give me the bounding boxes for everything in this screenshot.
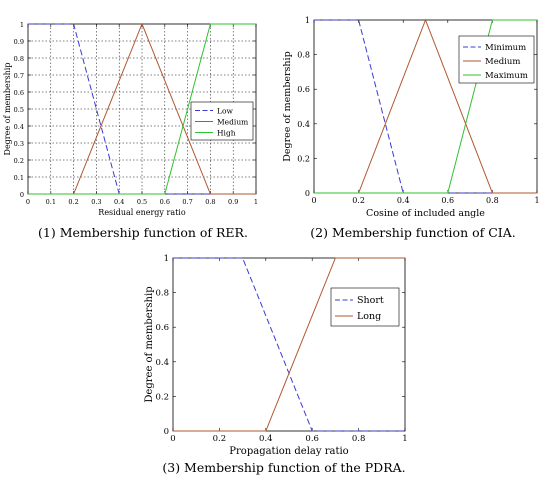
x-tick-label: 1: [254, 198, 258, 206]
legend-label-medium: Medium: [217, 118, 248, 127]
x-tick-label: 0.2: [352, 196, 365, 205]
chart-pdra: 0 0.2 0.4 0.6 0.8 1 0 0.2 0.4 0.6 0.8 1 Propagation …: [144, 254, 408, 457]
y-axis-label: Degree of membership: [282, 51, 293, 161]
x-tick-label: 0.8: [352, 434, 366, 444]
y-tick-label: 0.6: [14, 89, 24, 97]
y-tick-label: 0.6: [155, 323, 169, 333]
x-tick-label: 0: [26, 198, 30, 206]
y-tick-label: 0.8: [297, 51, 310, 60]
y-tick-label: 0.7: [14, 72, 24, 80]
y-axis-label: Degree of membership: [144, 286, 155, 402]
y-tick-label: 0.3: [14, 140, 24, 148]
y-tick-label: 1: [20, 21, 24, 29]
legend-label-low: Low: [217, 107, 233, 116]
y-tick-label: 0: [305, 189, 310, 198]
legend-label-minimum: Minimum: [485, 43, 526, 53]
x-tick-label: 0: [170, 434, 175, 444]
x-tick-label: 0.8: [486, 196, 499, 205]
y-tick-label: 0.2: [14, 157, 24, 165]
x-tick-label: 0.6: [160, 198, 170, 206]
x-tick-label: 0.9: [228, 198, 238, 206]
series-line-high: [28, 23, 256, 195]
legend-box: [330, 287, 400, 327]
y-tick-label: 0.8: [155, 289, 169, 299]
chart-rer: 0 0.1 0.2 0.3 0.4 0.5 0.6 0.7 0.8 0.9 1 0 0.1 0.2 0.3 0…: [3, 21, 258, 217]
x-axis-label: Cosine of included angle: [366, 208, 485, 219]
y-tick-label: 0.2: [297, 154, 310, 163]
x-tick-label: 0.4: [397, 196, 410, 205]
y-tick-label: 0: [164, 427, 169, 437]
series-line-minimum: [314, 19, 537, 194]
y-tick-label: 0.8: [14, 55, 24, 63]
y-axis-label: Degree of membership: [3, 63, 12, 156]
plot-frame: [172, 257, 406, 432]
y-tick-label: 0.9: [14, 38, 24, 46]
x-tick-label: 0.5: [137, 198, 147, 206]
series-line-maximum: [314, 19, 537, 194]
x-axis-label: Propagation delay ratio: [229, 446, 348, 457]
y-tick-label: 1: [164, 254, 169, 264]
x-tick-label: 0.4: [114, 198, 124, 206]
x-tick-label: 0.8: [205, 198, 215, 206]
series-line-long: [173, 257, 405, 432]
x-tick-label: 0.4: [259, 434, 273, 444]
legend-label-short: Short: [357, 295, 384, 306]
caption-rer: (1) Membership function of RER.: [38, 225, 248, 240]
x-tick-label: 0.6: [305, 434, 319, 444]
y-tick-label: 1: [305, 16, 310, 25]
y-tick-label: 0: [20, 191, 24, 199]
y-tick-label: 0.4: [155, 358, 169, 368]
y-tick-label: 0.5: [14, 106, 24, 114]
chart-cia: 0 0.2 0.4 0.6 0.8 1 0 0.2 0.4 0.6 0.8 1 Cosine of in…: [282, 16, 540, 219]
y-tick-label: 0.2: [155, 392, 169, 402]
caption-pdra: (3) Membership function of the PDRA.: [162, 460, 405, 475]
x-axis-label: Residual energy ratio: [98, 208, 186, 217]
y-tick-label: 0.4: [14, 123, 24, 131]
x-tick-label: 0.1: [46, 198, 56, 206]
legend-label-long: Long: [357, 311, 381, 322]
x-tick-label: 0.7: [182, 198, 192, 206]
x-tick-label: 0: [311, 196, 316, 205]
x-tick-label: 1: [534, 196, 539, 205]
series-line-short: [173, 257, 405, 432]
x-tick-label: 0.6: [441, 196, 454, 205]
legend-label-high: High: [217, 129, 236, 138]
x-tick-label: 1: [402, 434, 407, 444]
x-tick-label: 0.3: [91, 198, 101, 206]
caption-cia: (2) Membership function of CIA.: [310, 225, 515, 240]
legend-label-medium: Medium: [485, 57, 520, 67]
y-tick-label: 0.4: [297, 120, 310, 129]
y-tick-label: 0.1: [14, 174, 24, 182]
y-tick-label: 0.6: [297, 85, 310, 94]
x-tick-label: 0.2: [68, 198, 78, 206]
series-line-low: [28, 23, 256, 195]
x-tick-label: 0.2: [213, 434, 227, 444]
legend-label-maximum: Maximum: [485, 71, 528, 81]
